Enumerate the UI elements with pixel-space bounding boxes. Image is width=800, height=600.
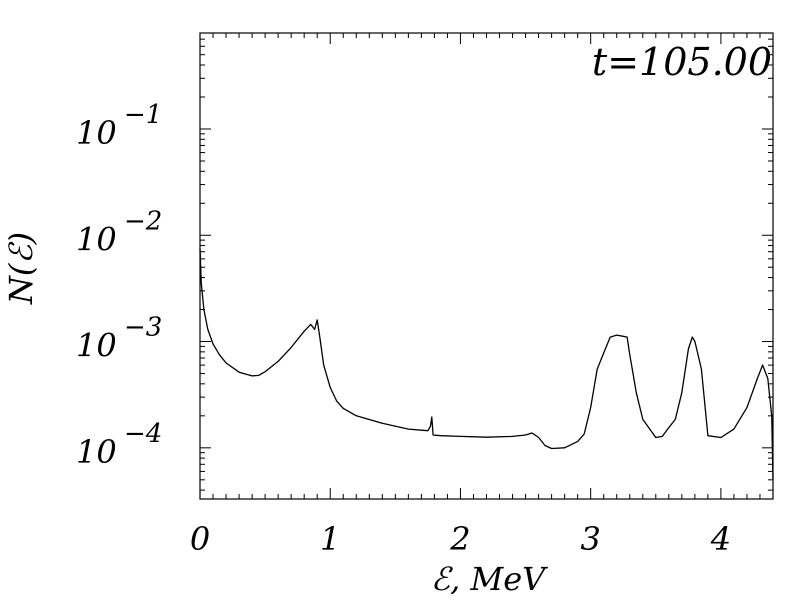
- minor-ticks: [200, 32, 774, 499]
- y-tick-exponent: −1: [124, 100, 162, 130]
- time-annotation: t=105.00: [592, 40, 772, 84]
- major-ticks: [199, 33, 773, 499]
- x-tick-label: 3: [581, 520, 601, 558]
- x-tick-label: 1: [320, 520, 340, 558]
- plot-frame: [199, 32, 774, 500]
- x-tick-label: 4: [710, 520, 731, 558]
- series-line: [199, 248, 774, 480]
- y-tick-exponent: −3: [124, 313, 162, 343]
- y-tick-exponent: −4: [124, 419, 162, 449]
- y-tick-base: 10: [76, 433, 117, 471]
- y-axis-title: N(ℰ): [2, 232, 40, 305]
- y-tick-exponent: −2: [124, 206, 162, 236]
- y-tick-base: 10: [76, 220, 117, 258]
- plot-area: [199, 32, 774, 500]
- y-tick-base: 10: [76, 327, 117, 365]
- y-tick-label: 10 −4: [76, 419, 162, 471]
- y-tick-label: 10 −2: [76, 206, 162, 258]
- y-tick-label: 10 −3: [76, 313, 162, 365]
- x-tick-label: 0: [190, 520, 210, 558]
- x-tick-label: 2: [449, 520, 470, 558]
- x-tick-labels: 0 1 2 3 4: [190, 520, 731, 558]
- y-tick-base: 10: [76, 114, 117, 152]
- y-tick-labels: 10−110−210−310−4: [76, 100, 162, 471]
- x-axis-title: ℰ, MeV: [431, 560, 548, 598]
- y-tick-label: 10 −1: [76, 100, 162, 152]
